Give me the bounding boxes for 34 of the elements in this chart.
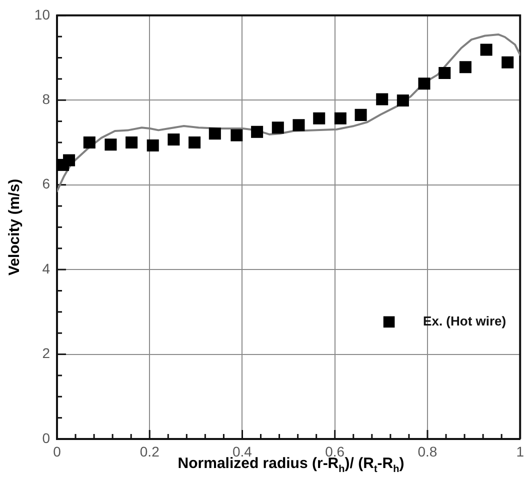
point bbox=[104, 138, 117, 151]
point bbox=[313, 112, 326, 124]
point bbox=[272, 122, 284, 134]
point bbox=[376, 93, 388, 106]
y-tick-label: 0 bbox=[42, 430, 50, 446]
x-tick-label: 0 bbox=[53, 443, 62, 460]
point bbox=[168, 134, 180, 146]
point bbox=[63, 154, 76, 166]
point bbox=[334, 112, 346, 124]
x-tick-label: 0.8 bbox=[418, 443, 438, 460]
point bbox=[438, 67, 451, 80]
y-tick-label: 8 bbox=[42, 90, 50, 107]
point bbox=[502, 56, 514, 68]
y-tick-label: 10 bbox=[34, 6, 50, 22]
point bbox=[292, 119, 305, 132]
point bbox=[396, 94, 409, 107]
y-axis-title: Velocity (m/s) bbox=[6, 178, 24, 276]
point bbox=[354, 108, 367, 121]
point bbox=[480, 44, 492, 56]
point bbox=[230, 129, 243, 142]
point bbox=[459, 61, 472, 74]
y-tick-label: 4 bbox=[42, 260, 50, 276]
point bbox=[251, 126, 264, 138]
point bbox=[126, 136, 138, 148]
point bbox=[83, 136, 96, 148]
point bbox=[208, 128, 221, 140]
x-tick-label: 1 bbox=[516, 443, 524, 460]
y-tick-label: 6 bbox=[42, 176, 50, 192]
y-tick-label: 2 bbox=[42, 345, 50, 362]
point bbox=[146, 139, 159, 152]
point bbox=[188, 136, 201, 148]
legend-label: Ex. (Hot wire) bbox=[423, 314, 506, 328]
point bbox=[418, 78, 430, 90]
x-tick-label: 0.2 bbox=[140, 443, 160, 460]
